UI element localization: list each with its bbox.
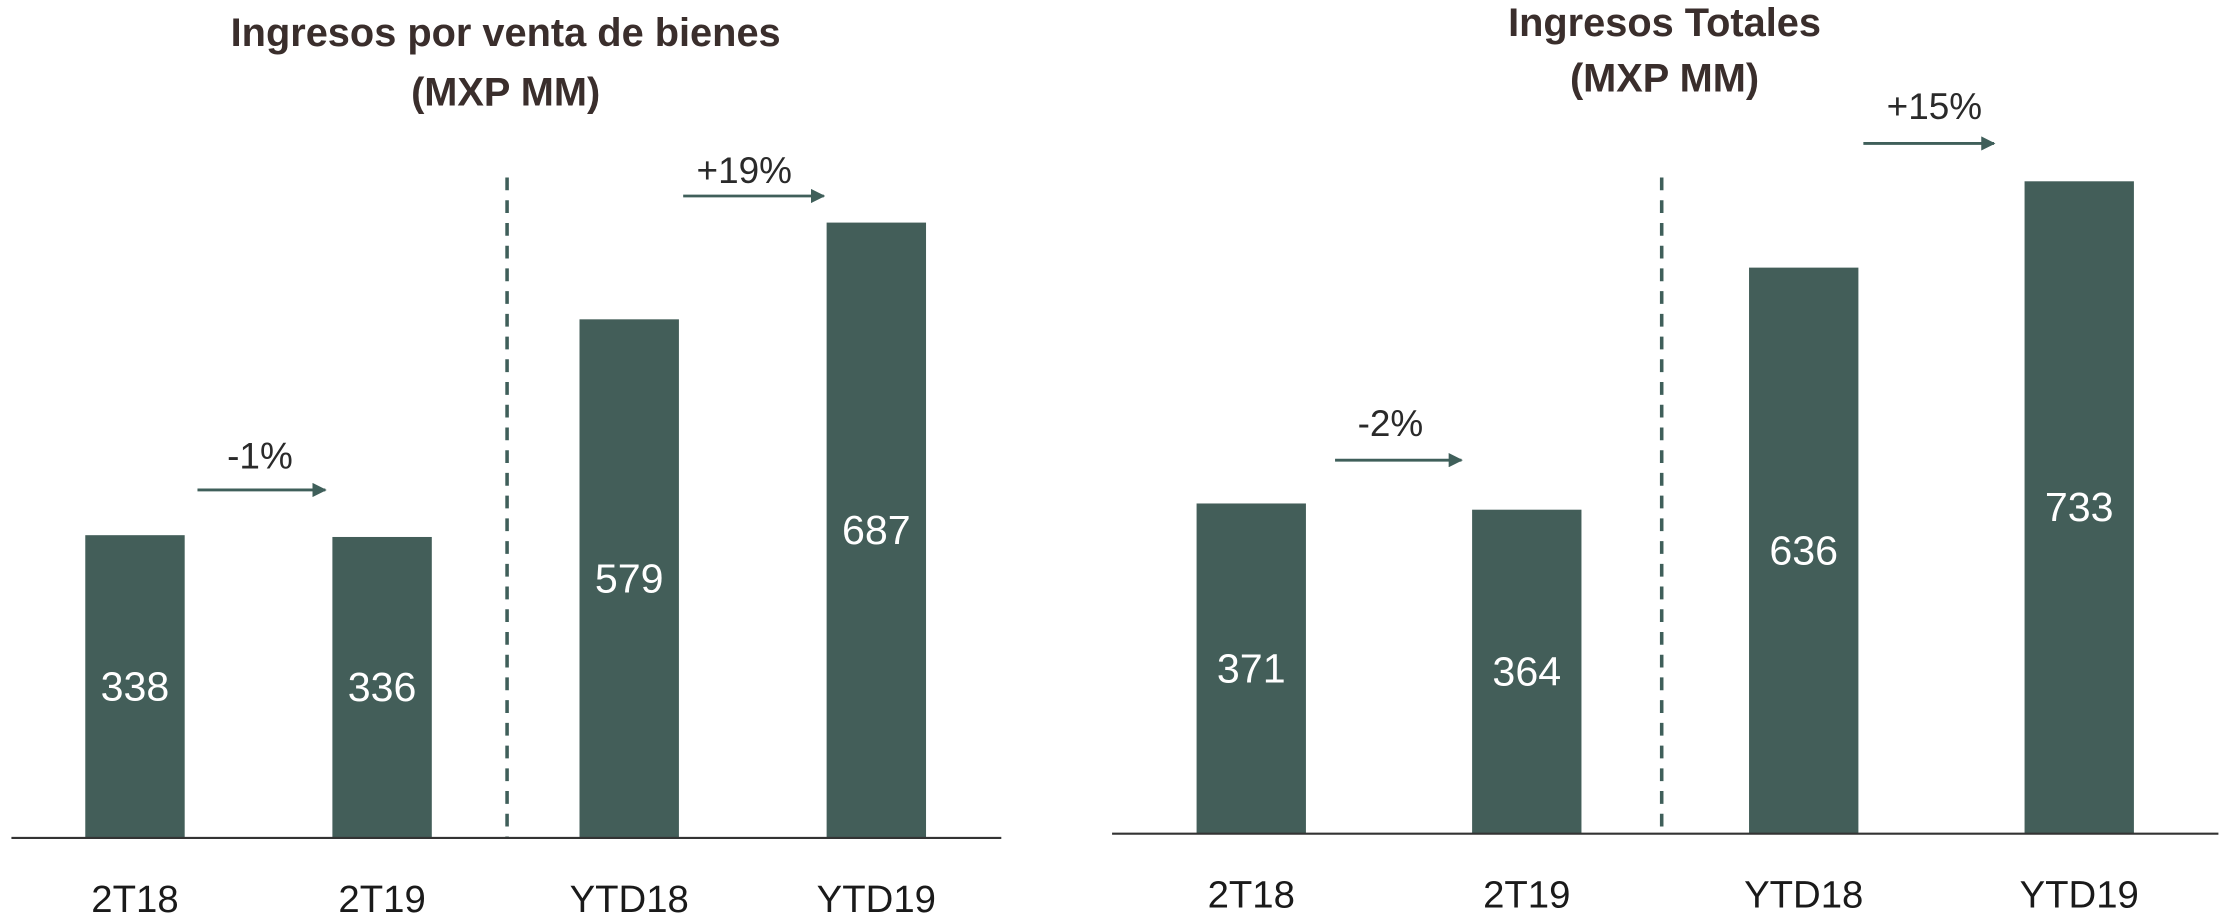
- bar: [2024, 181, 2134, 834]
- annotation: +15%: [1887, 86, 1982, 127]
- bar: [1196, 503, 1306, 834]
- chart-title: Ingresos Totales: [1508, 1, 1821, 45]
- bar: [826, 222, 927, 838]
- bar: [332, 536, 432, 838]
- x-tick-label: 2T19: [338, 878, 425, 921]
- value-label: 336: [348, 664, 417, 710]
- chart-title: (MXP MM): [1570, 56, 1759, 100]
- value-label: 687: [842, 507, 911, 553]
- x-tick-label: YTD18: [570, 878, 689, 921]
- x-tick-label: 2T19: [1483, 874, 1570, 917]
- value-label: 733: [2045, 484, 2114, 530]
- x-tick-label: 2T18: [91, 878, 178, 921]
- x-tick-label: YTD19: [2020, 874, 2139, 917]
- value-label: 371: [1217, 645, 1286, 691]
- annotation: -1%: [227, 435, 293, 476]
- x-tick-label: YTD18: [1744, 874, 1863, 917]
- value-label: 636: [1769, 527, 1838, 573]
- value-label: 579: [595, 555, 664, 601]
- annotation: -2%: [1358, 403, 1424, 444]
- value-label: 338: [101, 663, 170, 709]
- value-label: 364: [1492, 648, 1561, 694]
- x-tick-label: YTD19: [817, 878, 936, 921]
- bar: [1749, 267, 1859, 834]
- x-tick-label: 2T18: [1208, 874, 1295, 917]
- annotation: +19%: [697, 150, 792, 191]
- bar: [85, 535, 185, 838]
- chart-title: (MXP MM): [411, 71, 600, 115]
- bar: [579, 319, 679, 838]
- bar: [1472, 509, 1582, 834]
- chart-title: Ingresos por venta de bienes: [231, 11, 781, 55]
